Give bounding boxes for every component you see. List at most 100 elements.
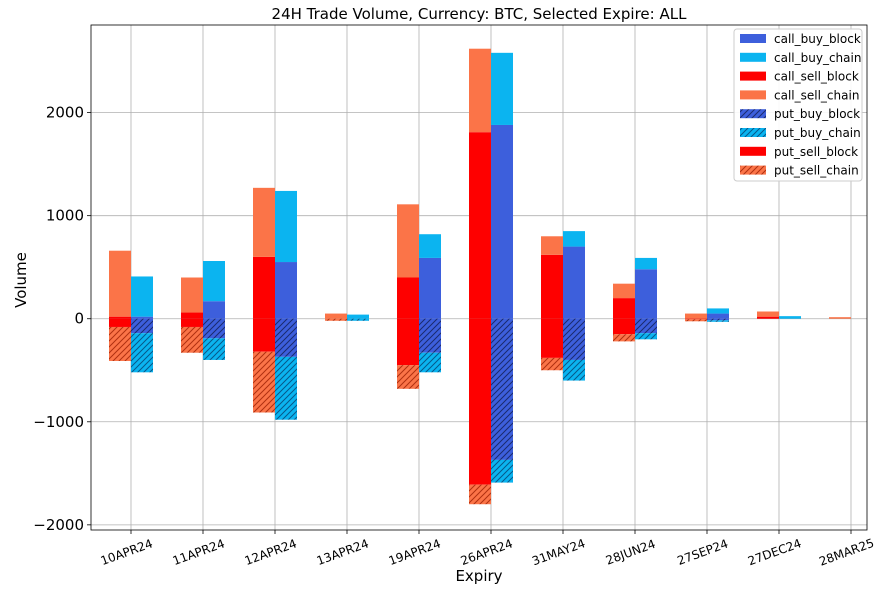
legend: call_buy_block call_buy_chain call_sell_bl…	[733, 28, 863, 182]
bars-layer	[109, 48, 851, 505]
bar-call-sell-block-12apr24	[253, 256, 275, 319]
bar-call-buy-chain-11apr24	[203, 261, 225, 302]
legend-label-call-sell-chain: call_sell_chain	[774, 88, 859, 102]
bar-put-buy-chain-19apr24	[419, 352, 441, 373]
bar-put-sell-chain-26apr24	[469, 484, 491, 505]
bar-put-sell-block-12apr24	[253, 318, 275, 352]
bar-put-buy-block-19apr24	[419, 318, 441, 353]
bar-call-buy-block-12apr24	[275, 262, 297, 319]
x-tick-label-27sep24: 27SEP24	[675, 537, 730, 568]
legend-label-call-sell-block: call_sell_block	[774, 70, 859, 84]
bar-put-sell-block-28jun24	[613, 318, 635, 335]
bar-put-buy-block-11apr24	[203, 318, 225, 339]
bar-call-sell-block-27dec24	[757, 316, 779, 319]
bar-call-sell-chain-12apr24	[253, 187, 275, 257]
bar-call-buy-block-19apr24	[419, 257, 441, 319]
bar-call-sell-chain-13apr24	[325, 313, 347, 319]
legend-swatch-call-buy-block	[740, 34, 766, 43]
bar-call-buy-block-28jun24	[635, 269, 657, 319]
bar-call-sell-block-10apr24	[109, 316, 131, 319]
legend-swatch-call-sell-chain	[740, 90, 766, 100]
bar-call-buy-chain-10apr24	[131, 276, 153, 317]
bar-put-sell-block-31may24	[541, 318, 563, 358]
bar-put-buy-chain-11apr24	[203, 338, 225, 360]
bar-put-sell-chain-13apr24	[325, 318, 347, 321]
legend-swatch-put-sell-block	[740, 146, 766, 156]
bar-put-sell-chain-12apr24	[253, 351, 275, 413]
legend-swatch-put-buy-block	[740, 109, 766, 119]
bar-call-buy-block-11apr24	[203, 301, 225, 319]
legend-swatch-put-sell-chain	[740, 165, 766, 175]
bar-call-sell-block-19apr24	[397, 277, 419, 319]
bar-call-sell-chain-11apr24	[181, 277, 203, 313]
bar-call-sell-chain-27dec24	[757, 311, 779, 317]
x-tick-label-10apr24: 10APR24	[99, 536, 155, 568]
bar-call-buy-block-27sep24	[707, 313, 729, 319]
bar-put-buy-block-12apr24	[275, 318, 297, 357]
bar-call-sell-chain-31may24	[541, 236, 563, 255]
bar-call-buy-chain-31may24	[563, 231, 585, 247]
bar-call-buy-block-26apr24	[491, 124, 513, 319]
legend-label-put-sell-chain: put_sell_chain	[774, 164, 859, 178]
bar-put-sell-block-19apr24	[397, 318, 419, 366]
bar-call-sell-chain-28jun24	[613, 283, 635, 299]
bar-put-buy-chain-12apr24	[275, 356, 297, 420]
bar-call-sell-chain-28mar25	[829, 317, 851, 319]
bar-put-buy-chain-28jun24	[635, 333, 657, 340]
bar-put-sell-block-11apr24	[181, 318, 203, 327]
bar-call-buy-block-31may24	[563, 246, 585, 319]
bar-put-buy-block-26apr24	[491, 318, 513, 460]
bar-call-sell-chain-27sep24	[685, 313, 707, 319]
legend-label-put-buy-block: put_buy_block	[774, 107, 860, 121]
bar-call-buy-chain-27sep24	[707, 308, 729, 314]
bar-put-sell-chain-28jun24	[613, 334, 635, 342]
x-tick-label-26apr24: 26APR24	[459, 536, 515, 568]
bar-put-buy-block-28jun24	[635, 318, 657, 334]
x-tick-label-11apr24: 11APR24	[171, 536, 227, 568]
bar-put-buy-block-27sep24	[707, 318, 729, 321]
bar-put-sell-chain-11apr24	[181, 326, 203, 353]
y-tick-label: −1000	[33, 413, 84, 431]
bar-put-buy-chain-13apr24	[347, 318, 369, 321]
bar-put-buy-chain-10apr24	[131, 333, 153, 373]
bar-put-sell-chain-27sep24	[685, 319, 707, 322]
x-tick-label-13apr24: 13APR24	[315, 536, 371, 568]
legend-frame	[733, 28, 863, 182]
y-tick-label: 0	[74, 310, 84, 328]
bar-put-buy-chain-26apr24	[491, 459, 513, 483]
bar-put-buy-chain-31may24	[563, 359, 585, 381]
x-tick-label-28mar25: 28MAR25	[817, 536, 876, 569]
legend-swatch-put-buy-chain	[740, 128, 766, 137]
bar-put-buy-block-10apr24	[131, 318, 153, 334]
y-axis-label: Volume	[12, 252, 30, 308]
bar-put-buy-block-31may24	[563, 318, 585, 360]
legend-label-put-sell-block: put_sell_block	[774, 145, 858, 159]
bar-put-sell-chain-19apr24	[397, 365, 419, 389]
legend-label-call-buy-block: call_buy_block	[774, 32, 861, 46]
bar-call-sell-chain-10apr24	[109, 250, 131, 317]
bar-call-sell-chain-19apr24	[397, 204, 419, 278]
bar-put-sell-block-27sep24	[685, 318, 707, 320]
bar-call-buy-chain-12apr24	[275, 190, 297, 263]
x-axis-label: Expiry	[455, 567, 502, 585]
legend-swatch-call-buy-chain	[740, 52, 766, 62]
x-tick-label-27dec24: 27DEC24	[746, 536, 803, 568]
legend-label-call-buy-chain: call_buy_chain	[774, 51, 861, 65]
bar-put-sell-block-10apr24	[109, 318, 131, 327]
y-tick-label: −2000	[33, 516, 84, 534]
bar-call-buy-chain-28jun24	[635, 257, 657, 270]
bar-put-buy-chain-27sep24	[707, 320, 729, 322]
bar-call-buy-chain-19apr24	[419, 234, 441, 258]
y-tick-label: 2000	[46, 104, 84, 122]
x-tick-label-31may24: 31MAY24	[530, 536, 587, 568]
bar-call-buy-block-10apr24	[131, 316, 153, 319]
x-tick-label-12apr24: 12APR24	[243, 536, 299, 568]
x-tick-label-28jun24: 28JUN24	[604, 537, 658, 568]
bar-call-sell-block-31may24	[541, 254, 563, 319]
bar-call-sell-block-28jun24	[613, 298, 635, 319]
legend-swatch-call-sell-block	[740, 71, 766, 81]
bar-call-buy-chain-13apr24	[347, 314, 369, 319]
y-tick-label: 1000	[46, 207, 84, 225]
bar-call-buy-chain-27dec24	[779, 316, 801, 319]
